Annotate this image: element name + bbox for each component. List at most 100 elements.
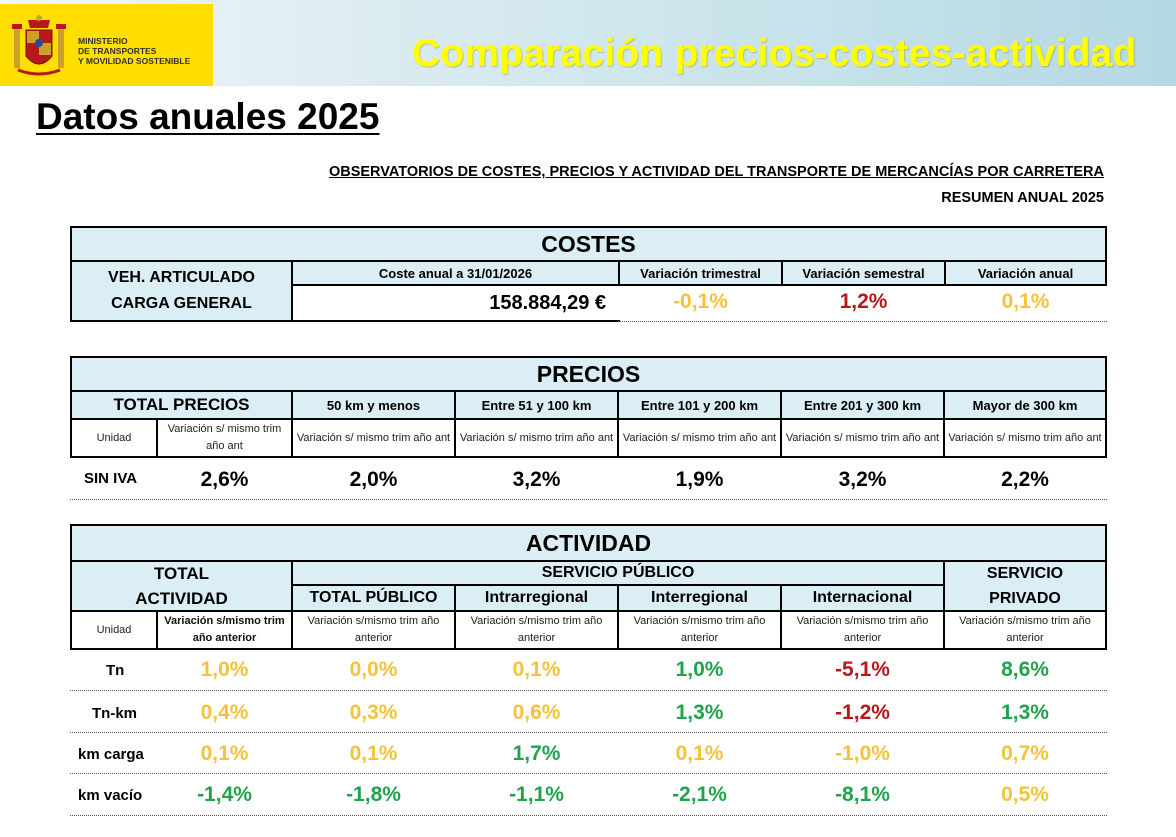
row-label-km-carga: km carga <box>78 746 144 763</box>
col-51-100km: Entre 51 y 100 km <box>454 390 619 420</box>
tn-value-total-publico: 0,0% <box>349 658 398 681</box>
precios-section: PRECIOS TOTAL PRECIOS 50 km y menos Entr… <box>70 356 1107 502</box>
vehicle-line-1: VEH. ARTICULADO <box>108 269 255 286</box>
tnkm-value-internacional: -1,2% <box>835 701 890 724</box>
kmvacio-value-intrarregional: -1,1% <box>509 783 564 806</box>
costes-section: COSTES VEH. ARTICULADO CARGA GENERAL Cos… <box>70 226 1107 322</box>
variacion-anual-value: 0,1% <box>1001 290 1050 313</box>
kmvacio-value-privado: 0,5% <box>1001 783 1049 806</box>
kmcarga-value-intrarregional: 1,7% <box>512 742 561 765</box>
actividad-unidad-label: Unidad <box>70 610 158 650</box>
precios-sub-total: Variación s/ mismo trim año ant <box>156 418 293 458</box>
row-label-tn-km: Tn-km <box>92 705 137 722</box>
tn-value-internacional: -5,1% <box>835 658 890 681</box>
actividad-section: ACTIVIDAD TOTAL ACTIVIDAD SERVICIO PÚBLI… <box>70 524 1107 820</box>
kmcarga-value-internacional: -1,0% <box>835 742 890 765</box>
precios-value-5: 2,2% <box>1001 468 1049 491</box>
precios-sub-4: Variación s/ mismo trim año ant <box>780 418 945 458</box>
variacion-semestral-value: 1,2% <box>839 290 888 313</box>
kmvacio-value-total-publico: -1,8% <box>346 783 401 806</box>
kmcarga-value-total-publico: 0,1% <box>349 742 398 765</box>
precios-sub-1: Variación s/ mismo trim año ant <box>291 418 456 458</box>
ministry-line-1: MINISTERIO <box>78 36 128 46</box>
total-actividad-line-1: TOTAL <box>153 564 210 583</box>
actividad-row-divider-3 <box>70 773 1107 774</box>
col-interregional: Interregional <box>617 584 782 612</box>
actividad-sub-2: Variación s/mismo trim año anterior <box>454 610 619 650</box>
tnkm-value-privado: 1,3% <box>1001 701 1049 724</box>
tnkm-value-intrarregional: 0,6% <box>512 701 561 724</box>
tn-value-intrarregional: 0,1% <box>512 658 561 681</box>
total-actividad-header: TOTAL ACTIVIDAD <box>70 560 293 612</box>
col-variacion-anual: Variación anual <box>944 260 1107 286</box>
actividad-sub-3: Variación s/mismo trim año anterior <box>617 610 782 650</box>
row-label-km-vacio: km vacío <box>78 787 143 804</box>
ministry-line-3: Y MOVILIDAD SOSTENIBLE <box>78 56 191 66</box>
kmcarga-value-privado: 0,7% <box>1001 742 1049 765</box>
col-coste-anual: Coste anual a 31/01/2026 <box>291 260 620 286</box>
observatory-subtitle: RESUMEN ANUAL 2025 <box>941 190 1104 206</box>
servicio-privado-line-2: PRIVADO <box>989 590 1061 607</box>
col-total-publico: TOTAL PÚBLICO <box>291 584 456 612</box>
tnkm-value-interregional: 1,3% <box>675 701 724 724</box>
header-bar: MINISTERIO DE TRANSPORTES Y MOVILIDAD SO… <box>0 0 1176 86</box>
actividad-banner: ACTIVIDAD <box>70 524 1107 562</box>
page-heading: Datos anuales 2025 <box>36 96 380 137</box>
servicio-privado-line-1: SERVICIO <box>986 565 1064 582</box>
tnkm-value-total-publico: 0,3% <box>349 701 398 724</box>
ministry-line-2: DE TRANSPORTES <box>78 46 157 56</box>
actividad-sub-5: Variación s/mismo trim año anterior <box>943 610 1107 650</box>
tn-value-privado: 8,6% <box>1001 658 1049 681</box>
col-mayor-300km: Mayor de 300 km <box>943 390 1107 420</box>
observatory-title: OBSERVATORIOS DE COSTES, PRECIOS Y ACTIV… <box>328 164 1104 180</box>
kmvacio-value-total: -1,4% <box>197 783 252 806</box>
precios-sub-2: Variación s/ mismo trim año ant <box>454 418 619 458</box>
precios-row-divider <box>70 499 1107 500</box>
actividad-sub-total: Variación s/mismo trim año anterior <box>156 610 293 650</box>
col-intrarregional: Intrarregional <box>454 584 619 612</box>
costes-row-divider <box>618 321 1107 322</box>
servicio-publico-header: SERVICIO PÚBLICO <box>291 560 945 586</box>
precios-banner: PRECIOS <box>70 356 1107 392</box>
coste-anual-value: 158.884,29 € <box>291 284 620 322</box>
col-variacion-trimestral: Variación trimestral <box>618 260 783 286</box>
col-101-200km: Entre 101 y 200 km <box>617 390 782 420</box>
header-title: Comparación precios-costes-actividad <box>412 32 1137 75</box>
ministry-name: MINISTERIO DE TRANSPORTES Y MOVILIDAD SO… <box>78 36 190 66</box>
precios-value-1: 2,0% <box>349 468 398 491</box>
precios-value-2: 3,2% <box>512 468 561 491</box>
unidad-label: Unidad <box>70 418 158 458</box>
total-actividad-line-2: ACTIVIDAD <box>135 589 228 608</box>
actividad-sub-4: Variación s/mismo trim año anterior <box>780 610 945 650</box>
coat-of-arms-icon <box>12 15 66 76</box>
tnkm-value-total: 0,4% <box>200 701 249 724</box>
col-50km: 50 km y menos <box>291 390 456 420</box>
ministry-logo: MINISTERIO DE TRANSPORTES Y MOVILIDAD SO… <box>0 4 213 86</box>
kmcarga-value-total: 0,1% <box>200 742 249 765</box>
col-variacion-semestral: Variación semestral <box>781 260 946 286</box>
row-label-tn: Tn <box>106 662 125 679</box>
actividad-sub-1: Variación s/mismo trim año anterior <box>291 610 456 650</box>
variacion-trimestral-value: -0,1% <box>673 290 728 313</box>
precios-sub-3: Variación s/ mismo trim año ant <box>617 418 782 458</box>
col-201-300km: Entre 201 y 300 km <box>780 390 945 420</box>
tn-value-interregional: 1,0% <box>675 658 724 681</box>
costes-banner: COSTES <box>70 226 1107 262</box>
row-label-sin-iva: SIN IVA <box>84 470 138 487</box>
actividad-row-divider-2 <box>70 732 1107 733</box>
kmvacio-value-interregional: -2,1% <box>672 783 727 806</box>
servicio-privado-header: SERVICIO PRIVADO <box>943 560 1107 612</box>
col-internacional: Internacional <box>780 584 945 612</box>
tn-value-total: 1,0% <box>200 658 249 681</box>
total-precios-header: TOTAL PRECIOS <box>70 390 293 420</box>
kmvacio-value-internacional: -8,1% <box>835 783 890 806</box>
precios-value-4: 3,2% <box>838 468 887 491</box>
actividad-row-divider-4 <box>70 815 1107 816</box>
precios-value-3: 1,9% <box>675 468 724 491</box>
precios-sub-5: Variación s/ mismo trim año ant <box>943 418 1107 458</box>
vehicle-line-2: CARGA GENERAL <box>111 295 252 312</box>
kmcarga-value-interregional: 0,1% <box>675 742 724 765</box>
actividad-row-divider-1 <box>70 690 1107 691</box>
precios-value-total: 2,6% <box>200 468 249 491</box>
vehicle-type-cell: VEH. ARTICULADO CARGA GENERAL <box>70 260 293 322</box>
